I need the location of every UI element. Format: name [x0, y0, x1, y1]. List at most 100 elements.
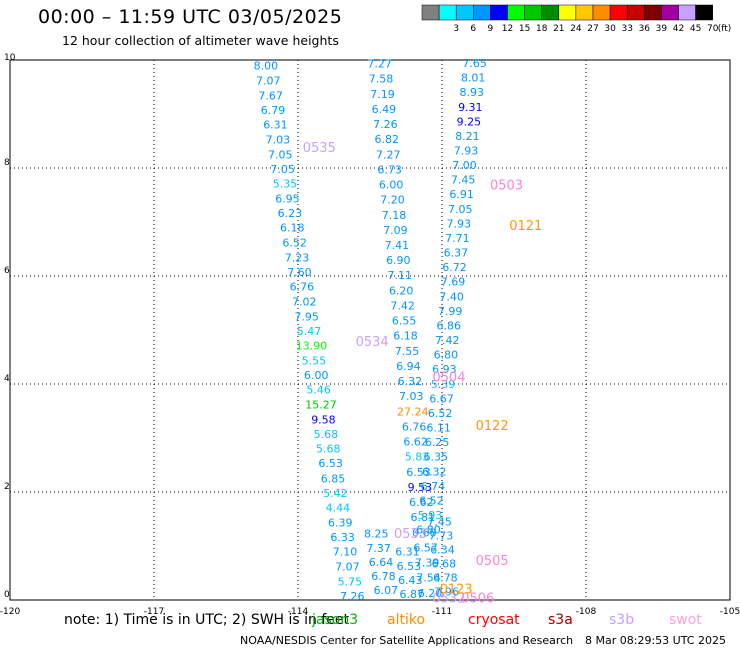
wave-height-label: 9.53	[408, 481, 433, 494]
track-time-label: 0532	[432, 592, 465, 607]
wave-height-label: 6.90	[386, 254, 411, 267]
y-tick-label: 6	[4, 266, 10, 276]
wave-height-label: 7.05	[448, 203, 473, 216]
wave-height-label: 6.39	[328, 517, 353, 530]
legend-tick-label: 12	[502, 24, 513, 34]
wave-height-label: 6.62	[409, 496, 434, 509]
wave-height-label: 6.76	[290, 281, 315, 294]
track-time-label: 0505	[476, 554, 509, 569]
wave-height-label: 7.54	[416, 572, 441, 585]
wave-height-label: 6.94	[396, 360, 421, 373]
track-time-label: 0506	[461, 592, 494, 607]
wave-height-label: 6.87	[400, 588, 425, 601]
wave-height-label: 6.80	[434, 349, 459, 362]
legend-tick-label: 9	[488, 24, 494, 34]
wave-height-label: 7.73	[429, 530, 454, 543]
wave-height-label: 6.00	[379, 179, 404, 192]
wave-height-label: 6.86	[436, 319, 461, 332]
wave-height-label: 6.31	[395, 546, 420, 559]
wave-height-label: 6.20	[389, 284, 414, 297]
wave-height-label: 7.45	[427, 515, 452, 528]
wave-height-label: 8.21	[455, 130, 480, 143]
wave-height-label: 6.20	[418, 587, 443, 600]
track-time-label: 0503	[490, 179, 523, 194]
legend-tick-label: 18	[536, 24, 548, 34]
footer-organization: NOAA/NESDIS Center for Satellite Applica…	[240, 634, 574, 647]
wave-height-label: 6.53	[397, 560, 422, 573]
wave-height-label: 6.32	[398, 375, 423, 388]
wave-height-label: 7.26	[340, 590, 365, 603]
wave-height-label: 6.64	[369, 556, 394, 569]
wave-height-label: 6.52	[428, 407, 453, 420]
wave-height-label: 5.75	[338, 575, 363, 588]
wave-height-label: 6.79	[261, 104, 286, 117]
satellite-legend-item: altiko	[387, 612, 426, 628]
satellite-legend-item: jason3	[312, 612, 359, 628]
wave-height-label: 6.31	[263, 119, 288, 132]
footer-timestamp: 8 Mar 08:29:53 UTC 2025	[585, 634, 726, 647]
wave-height-label: 6.53	[406, 466, 431, 479]
wave-height-label: 7.23	[285, 251, 310, 264]
wave-height-label: 6.43	[398, 574, 423, 587]
wave-height-label: 13.90	[296, 339, 328, 352]
wave-height-label: 7.26	[373, 118, 398, 131]
y-tick-label: 8	[4, 158, 10, 168]
track-time-label: 0534	[356, 335, 389, 350]
wave-height-label: 7.65	[462, 57, 487, 70]
wave-height-label: 6.37	[444, 247, 469, 260]
wave-height-label: 6.52	[419, 494, 444, 507]
satellite-legend-item: s3b	[609, 612, 635, 628]
wave-height-label: 7.10	[333, 546, 358, 559]
wave-height-label: 9.31	[458, 101, 483, 114]
wave-height-label: 7.67	[258, 89, 283, 102]
wave-height-label: 8.25	[364, 527, 389, 540]
x-tick-label: -111	[432, 607, 452, 617]
wave-height-label: 6.33	[330, 531, 355, 544]
wave-height-label: 7.09	[383, 224, 408, 237]
track-time-label: 0123	[440, 583, 473, 598]
x-tick-label: -105	[720, 607, 740, 617]
wave-height-label: 7.18	[382, 209, 407, 222]
y-tick-label: 10	[4, 53, 16, 63]
wave-height-label: 6.68	[432, 558, 457, 571]
wave-height-label: 6.49	[372, 103, 397, 116]
wave-height-label: 5.47	[297, 325, 322, 338]
legend-tick-label: 3	[453, 24, 459, 34]
x-tick-label: -108	[576, 607, 597, 617]
wave-height-label: 5.42	[323, 487, 348, 500]
wave-height-label: 7.93	[447, 217, 472, 230]
page-subtitle: 12 hour collection of altimeter wave hei…	[62, 33, 339, 48]
wave-height-label: 5.93	[418, 509, 443, 522]
wave-height-label: 7.27	[367, 58, 392, 71]
wave-height-label: 27.24	[397, 405, 429, 418]
legend-tick-label: 21	[553, 24, 564, 34]
wave-height-label: 6.18	[280, 222, 305, 235]
wave-height-label: 7.42	[390, 299, 415, 312]
wave-height-label: 6.07	[374, 584, 399, 597]
wave-height-label: 5.68	[316, 443, 341, 456]
footnote: note: 1) Time is in UTC; 2) SWH is in fe…	[64, 612, 350, 628]
wave-height-label: 6.53	[318, 457, 343, 470]
wave-height-label: 6.72	[442, 261, 467, 274]
wave-height-label: 7.20	[380, 194, 405, 207]
y-tick-label: 4	[4, 374, 10, 384]
wave-height-label: 6.73	[377, 163, 402, 176]
wave-height-label: 7.69	[441, 276, 466, 289]
wave-height-label: 7.11	[388, 269, 413, 282]
wave-height-label: 6.76	[402, 420, 427, 433]
wave-height-label: 6.00	[304, 369, 329, 382]
wave-height-label: 15.27	[305, 398, 337, 411]
wave-height-label: 6.95	[275, 193, 300, 206]
legend-tick-label: 24	[570, 24, 582, 34]
wave-height-label: 7.03	[399, 390, 424, 403]
legend-tick-label: 36	[639, 24, 651, 34]
x-tick-label: -120	[0, 607, 20, 617]
wave-height-label: 6.34	[430, 544, 455, 557]
legend-swatch	[695, 4, 713, 21]
wave-height-label: 6.93	[432, 363, 457, 376]
legend-tick-label: 45	[690, 24, 701, 34]
wave-height-label: 6.32	[422, 465, 447, 478]
wave-height-label: 7.95	[294, 310, 319, 323]
color-legend: 3 6 9 12 15 18 21 24 27 30 33 36 39 42 45 70 (ft)	[421, 4, 731, 34]
